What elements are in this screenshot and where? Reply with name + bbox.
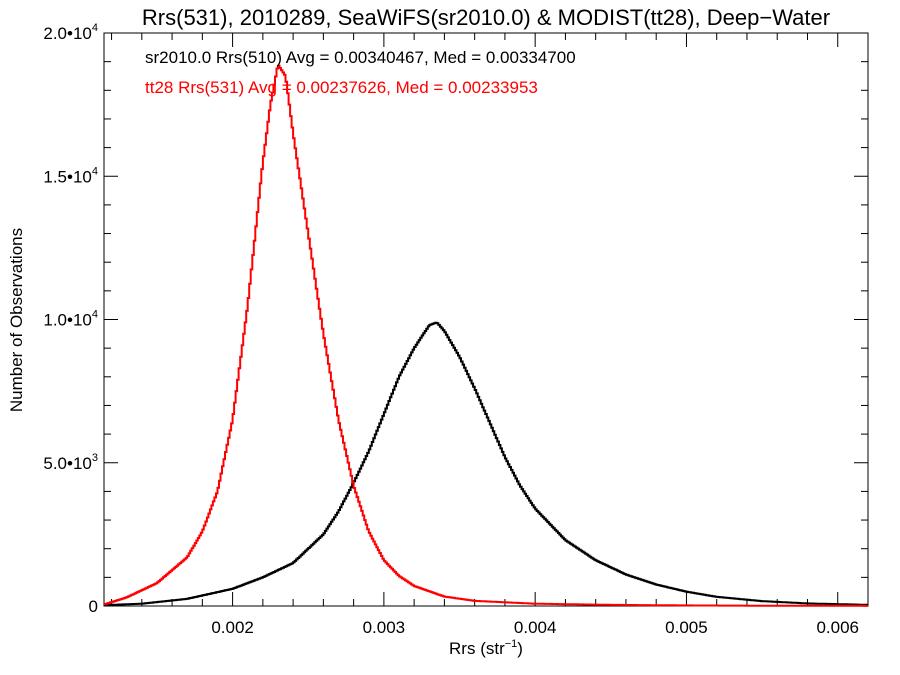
x-tick-label: 0.004 — [514, 618, 557, 637]
x-axis-label-end: ) — [517, 639, 523, 658]
y-tick-label: 1.0•104 — [43, 309, 98, 330]
x-tick-label: 0.003 — [363, 618, 406, 637]
series-line-1 — [104, 64, 868, 607]
y-tick-label-exponent: 4 — [92, 22, 98, 34]
legend-entry-black: sr2010.0 Rrs(510) Avg = 0.00340467, Med … — [145, 48, 576, 67]
y-tick-label-exponent: 4 — [92, 165, 98, 177]
series-layer — [104, 64, 868, 607]
y-tick-label-main: 0 — [89, 597, 98, 616]
x-axis-label: Rrs (str−1) — [449, 638, 523, 658]
y-tick-label-main: 2.0•10 — [43, 24, 92, 43]
series-line-0 — [104, 321, 868, 607]
x-tick-label: 0.005 — [665, 618, 708, 637]
plot-frame — [103, 32, 869, 607]
x-tick-label: 0.006 — [816, 618, 859, 637]
y-tick-label: 2.0•104 — [43, 22, 98, 43]
chart-title: Rrs(531), 2010289, SeaWiFS(sr2010.0) & M… — [142, 5, 830, 30]
y-tick-label-exponent: 3 — [92, 452, 98, 464]
x-axis-label-superscript: −1 — [505, 638, 518, 650]
y-tick-label: 1.5•104 — [43, 165, 98, 186]
y-tick-label: 0 — [89, 597, 98, 616]
y-axis-label: Number of Observations — [7, 228, 26, 412]
y-tick-label-exponent: 4 — [92, 309, 98, 321]
y-tick-label: 5.0•103 — [43, 452, 98, 473]
x-axis: 0.002 0.003 0.004 0.005 0.006 — [111, 33, 869, 637]
y-tick-label-main: 5.0•10 — [43, 454, 92, 473]
x-axis-label-main: Rrs (str — [449, 639, 505, 658]
legend-entry-red: tt28 Rrs(531) Avg = 0.00237626, Med = 0.… — [145, 78, 538, 97]
x-tick-label: 0.002 — [211, 618, 254, 637]
y-tick-label-main: 1.0•10 — [43, 311, 92, 330]
y-tick-label-main: 1.5•10 — [43, 167, 92, 186]
